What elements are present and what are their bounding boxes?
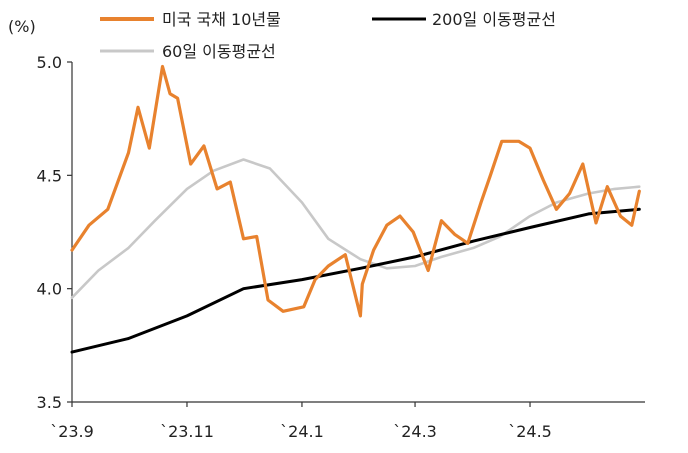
y-tick-label: 3.5 <box>37 393 62 412</box>
y-tick-label: 4.0 <box>37 280 62 299</box>
legend-label-200d: 200일 이동평균선 <box>432 10 556 29</box>
legend-label-60d: 60일 이동평균선 <box>162 42 276 61</box>
y-tick-label: 5.0 <box>37 53 62 72</box>
x-tick-label: `23.11 <box>160 422 214 441</box>
x-tick-label: `24.1 <box>280 422 324 441</box>
y-axis-ticks: 5.0 4.5 4.0 3.5 <box>37 53 72 412</box>
x-tick-label: `23.9 <box>50 422 94 441</box>
series-line-60d-ma <box>70 158 641 300</box>
x-tick-label: `24.3 <box>393 422 437 441</box>
y-tick-label: 4.5 <box>37 166 62 185</box>
y-axis-unit: (%) <box>8 17 36 36</box>
x-axis-ticks: `23.9 `23.11 `24.1 `24.3 `24.5 <box>50 402 552 441</box>
series-line-10y-yield <box>70 64 641 318</box>
series-layer <box>70 64 641 354</box>
x-tick-label: `24.5 <box>508 422 552 441</box>
legend-label-10y: 미국 국채 10년물 <box>162 10 281 29</box>
legend: 미국 국채 10년물 200일 이동평균선 60일 이동평균선 <box>100 10 556 61</box>
series-line-200d-ma <box>70 207 641 354</box>
